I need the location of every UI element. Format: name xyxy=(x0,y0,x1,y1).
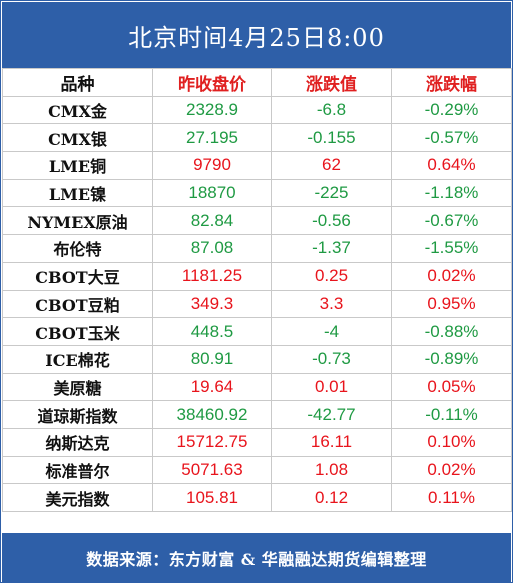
table-row: 美原糖 19.64 0.01 0.05% xyxy=(2,372,512,402)
change-pct-cell: -1.18% xyxy=(391,178,512,208)
change-pct-cell: -0.89% xyxy=(391,344,512,374)
variety-name-cell: LME铜 xyxy=(2,151,153,180)
change-cell: 62 xyxy=(271,151,392,180)
prev-close-cell: 15712.75 xyxy=(152,427,272,457)
change-pct-cell: -0.88% xyxy=(391,317,512,346)
variety-name-cell: 布伦特 xyxy=(2,234,153,263)
page-title: 北京时间4月25日8:00 xyxy=(128,23,385,52)
variety-name-cell: NYMEX原油 xyxy=(2,206,153,236)
change-pct-cell: 0.05% xyxy=(391,372,512,402)
variety-name-cell: CMX金 xyxy=(2,95,153,125)
change-cell: -42.77 xyxy=(271,400,392,429)
change-pct-cell: -0.29% xyxy=(391,95,512,125)
change-pct-cell: -0.11% xyxy=(391,400,512,429)
variety-name-cell: 美原糖 xyxy=(2,372,153,402)
column-header-variety: 品种 xyxy=(2,68,153,97)
quote-table: 品种 昨收盘价 涨跌值 涨跌幅 CMX金 2328.9 -6.8 -0.29% CMX银… xyxy=(2,68,512,512)
table-row: 美元指数 105.81 0.12 0.11% xyxy=(2,483,512,512)
table-row: ICE棉花 80.91 -0.73 -0.89% xyxy=(2,344,512,374)
table-row: 布伦特 87.08 -1.37 -1.55% xyxy=(2,234,512,263)
variety-name-cell: 道琼斯指数 xyxy=(2,400,153,429)
change-pct-cell: 0.02% xyxy=(391,455,512,485)
prev-close-cell: 1181.25 xyxy=(152,261,272,291)
prev-close-cell: 18870 xyxy=(152,178,272,208)
change-pct-cell: 0.10% xyxy=(391,427,512,457)
prev-close-cell: 5071.63 xyxy=(152,455,272,485)
change-pct-cell: 0.64% xyxy=(391,151,512,180)
variety-name-cell: CBOT玉米 xyxy=(2,317,153,346)
change-pct-cell: 0.02% xyxy=(391,261,512,291)
change-cell: -0.56 xyxy=(271,206,392,236)
table-row: LME铜 9790 62 0.64% xyxy=(2,151,512,180)
quote-table-body: CMX金 2328.9 -6.8 -0.29% CMX银 27.195 -0.155 -0.5… xyxy=(2,95,512,512)
variety-name-cell: 纳斯达克 xyxy=(2,427,153,457)
title-banner: 北京时间4月25日8:00 xyxy=(2,2,511,68)
variety-name-cell: CBOT豆粕 xyxy=(2,289,153,319)
table-row: 纳斯达克 15712.75 16.11 0.10% xyxy=(2,427,512,457)
variety-name-cell: 标准普尔 xyxy=(2,455,153,485)
change-cell: -4 xyxy=(271,317,392,346)
change-cell: 3.3 xyxy=(271,289,392,319)
change-cell: 16.11 xyxy=(271,427,392,457)
change-pct-cell: 0.95% xyxy=(391,289,512,319)
variety-name-cell: CMX银 xyxy=(2,123,153,153)
change-cell: -1.37 xyxy=(271,234,392,263)
table-row: CBOT豆粕 349.3 3.3 0.95% xyxy=(2,289,512,319)
variety-name-cell: LME镍 xyxy=(2,178,153,208)
change-cell: -0.155 xyxy=(271,123,392,153)
change-cell: -0.73 xyxy=(271,344,392,374)
change-cell: 0.12 xyxy=(271,483,392,512)
source-footer: 数据来源：东方财富 & 华融融达期货编辑整理 xyxy=(2,533,511,583)
change-cell: 0.25 xyxy=(271,261,392,291)
change-pct-cell: -0.57% xyxy=(391,123,512,153)
variety-name-cell: CBOT大豆 xyxy=(2,261,153,291)
table-row: LME镍 18870 -225 -1.18% xyxy=(2,178,512,208)
table-row: CMX金 2328.9 -6.8 -0.29% xyxy=(2,95,512,125)
column-header-change-pct: 涨跌幅 xyxy=(391,68,512,97)
table-row: CBOT玉米 448.5 -4 -0.88% xyxy=(2,317,512,346)
change-cell: 1.08 xyxy=(271,455,392,485)
table-row: CMX银 27.195 -0.155 -0.57% xyxy=(2,123,512,153)
prev-close-cell: 349.3 xyxy=(152,289,272,319)
prev-close-cell: 448.5 xyxy=(152,317,272,346)
column-header-change: 涨跌值 xyxy=(271,68,392,97)
table-row: 道琼斯指数 38460.92 -42.77 -0.11% xyxy=(2,400,512,429)
variety-name-cell: 美元指数 xyxy=(2,483,153,512)
source-note: 数据来源：东方财富 & 华融融达期货编辑整理 xyxy=(86,550,427,569)
prev-close-cell: 19.64 xyxy=(152,372,272,402)
change-pct-cell: -1.55% xyxy=(391,234,512,263)
variety-name-cell: ICE棉花 xyxy=(2,344,153,374)
table-row: CBOT大豆 1181.25 0.25 0.02% xyxy=(2,261,512,291)
prev-close-cell: 38460.92 xyxy=(152,400,272,429)
prev-close-cell: 87.08 xyxy=(152,234,272,263)
prev-close-cell: 27.195 xyxy=(152,123,272,153)
prev-close-cell: 80.91 xyxy=(152,344,272,374)
change-cell: -6.8 xyxy=(271,95,392,125)
prev-close-cell: 105.81 xyxy=(152,483,272,512)
change-cell: 0.01 xyxy=(271,372,392,402)
table-row: NYMEX原油 82.84 -0.56 -0.67% xyxy=(2,206,512,236)
table-header-row: 品种 昨收盘价 涨跌值 涨跌幅 xyxy=(2,68,512,97)
column-header-prev-close: 昨收盘价 xyxy=(152,68,272,97)
prev-close-cell: 9790 xyxy=(152,151,272,180)
prev-close-cell: 82.84 xyxy=(152,206,272,236)
change-pct-cell: 0.11% xyxy=(391,483,512,512)
change-pct-cell: -0.67% xyxy=(391,206,512,236)
table-row: 标准普尔 5071.63 1.08 0.02% xyxy=(2,455,512,485)
change-cell: -225 xyxy=(271,178,392,208)
prev-close-cell: 2328.9 xyxy=(152,95,272,125)
